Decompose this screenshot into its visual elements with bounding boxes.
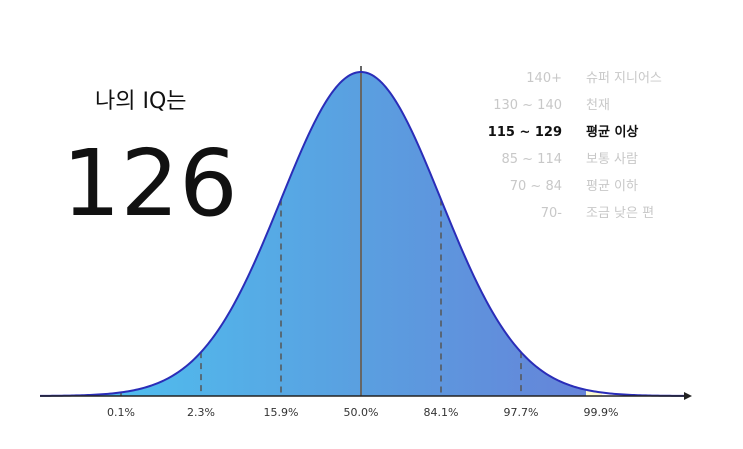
percentile-label: 84.1% [424,406,459,419]
bell-curve [39,66,685,397]
percentile-label: 99.9% [584,406,619,419]
range-label: 천재 [586,98,610,113]
range: 140+ [526,71,562,86]
title: 나의 IQ는 [95,89,187,114]
range-label: 슈퍼 지니어스 [586,71,662,86]
percentile-label: 15.9% [264,406,299,419]
range-label: 조금 낮은 편 [586,206,654,221]
range-label: 보통 사람 [586,152,638,167]
range: 130 ~ 140 [493,98,562,113]
range-label: 평균 이상 [586,124,638,140]
percentile-label: 0.1% [107,406,135,419]
range: 115 ~ 129 [488,125,562,140]
range: 70- [541,206,563,221]
curve-fill [40,72,586,396]
score: 126 [62,130,238,237]
range-list: 140+ 슈퍼 지니어스 130 ~ 140 천재 115 ~ 129 평균 이… [488,71,662,221]
range-label: 평균 이하 [586,179,638,194]
range: 70 ~ 84 [510,179,562,194]
percentile-labels: 0.1% 2.3% 15.9% 50.0% 84.1% 97.7% 99.9% [107,406,618,419]
curve-line [39,71,685,397]
percentile-label: 50.0% [344,406,379,419]
percentile-label: 97.7% [504,406,539,419]
range: 85 ~ 114 [501,152,562,167]
axis-arrow [684,392,692,400]
percentile-label: 2.3% [187,406,215,419]
